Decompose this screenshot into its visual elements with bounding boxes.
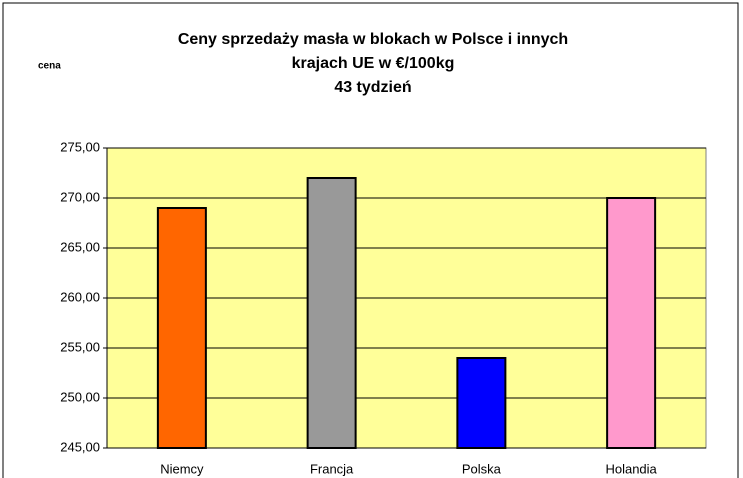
bar — [456, 357, 507, 449]
y-tick-label: 270,00 — [60, 189, 100, 204]
y-tick-label: 275,00 — [60, 139, 100, 154]
y-tick-label: 260,00 — [60, 289, 100, 304]
y-tick-label: 245,00 — [60, 439, 100, 454]
x-tick-label: Polska — [462, 461, 502, 476]
x-tick-label: Francja — [310, 461, 354, 476]
chart-title: krajach UE w €/100kg — [292, 55, 455, 72]
bar — [606, 197, 657, 449]
chart-title: 43 tydzień — [334, 79, 411, 96]
y-tick-label: 250,00 — [60, 389, 100, 404]
y-tick-label: 265,00 — [60, 239, 100, 254]
bar — [156, 207, 207, 449]
bar — [306, 177, 357, 449]
y-tick-label: 255,00 — [60, 339, 100, 354]
y-axis-label: cena — [38, 61, 61, 72]
x-tick-label: Niemcy — [160, 461, 204, 476]
chart-title: Ceny sprzedaży masła w blokach w Polsce … — [178, 31, 568, 48]
x-tick-label: Holandia — [605, 461, 657, 476]
